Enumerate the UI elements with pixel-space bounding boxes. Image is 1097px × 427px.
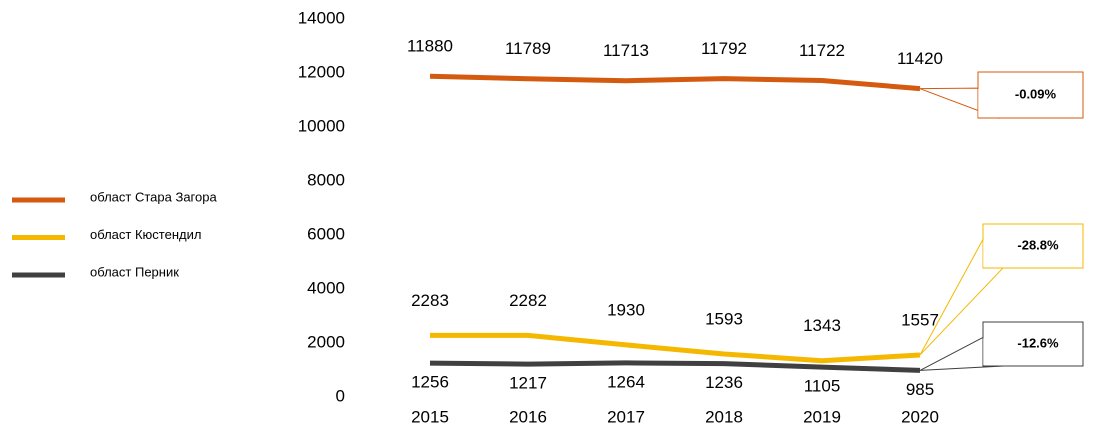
data-label: 11713 — [603, 41, 649, 60]
callout-box — [977, 71, 1084, 119]
data-label: 11722 — [799, 41, 845, 60]
callout-box — [982, 321, 1084, 367]
data-label: 1930 — [607, 300, 645, 319]
x-tick-label: 2020 — [901, 407, 939, 426]
data-label: 985 — [906, 380, 934, 399]
x-tick-label: 2015 — [411, 407, 449, 426]
legend-label: област Перник — [90, 264, 179, 279]
annotation: -28.8% — [1017, 237, 1059, 252]
x-tick-label: 2016 — [509, 407, 547, 426]
legend-label: област Кюстендил — [90, 227, 201, 242]
data-label: 11880 — [407, 37, 453, 56]
data-label: 1105 — [804, 377, 841, 396]
annotation: -0.09% — [1015, 86, 1057, 101]
series-line — [429, 360, 921, 373]
data-label: 11792 — [701, 39, 747, 58]
data-label: 1557 — [901, 310, 939, 329]
data-label: 1343 — [803, 316, 841, 335]
series-line — [429, 73, 921, 92]
data-label: 11789 — [505, 39, 551, 58]
y-tick-label: 14000 — [298, 8, 345, 27]
series-line — [429, 332, 921, 364]
legend-label: област Стара Загора — [90, 189, 217, 204]
y-tick-label: 6000 — [307, 224, 345, 243]
y-tick-label: 2000 — [307, 332, 345, 351]
data-label: 1256 — [411, 373, 449, 392]
data-label: 2282 — [509, 291, 547, 310]
data-label: 1264 — [607, 372, 645, 391]
y-tick-label: 10000 — [298, 116, 345, 135]
x-tick-label: 2019 — [803, 407, 841, 426]
y-tick-label: 4000 — [307, 278, 345, 297]
data-label: 1217 — [509, 374, 547, 393]
data-label: 1593 — [705, 309, 743, 328]
y-tick-label: 0 — [336, 386, 345, 405]
x-tick-label: 2017 — [607, 407, 645, 426]
x-tick-label: 2018 — [705, 407, 743, 426]
data-label: 1236 — [705, 373, 743, 392]
annotation: -12.6% — [1017, 335, 1059, 350]
data-label: 2283 — [411, 291, 449, 310]
data-label: 11420 — [897, 49, 943, 68]
callout-box — [982, 223, 1084, 269]
y-tick-label: 8000 — [307, 170, 345, 189]
y-tick-label: 12000 — [298, 62, 345, 81]
